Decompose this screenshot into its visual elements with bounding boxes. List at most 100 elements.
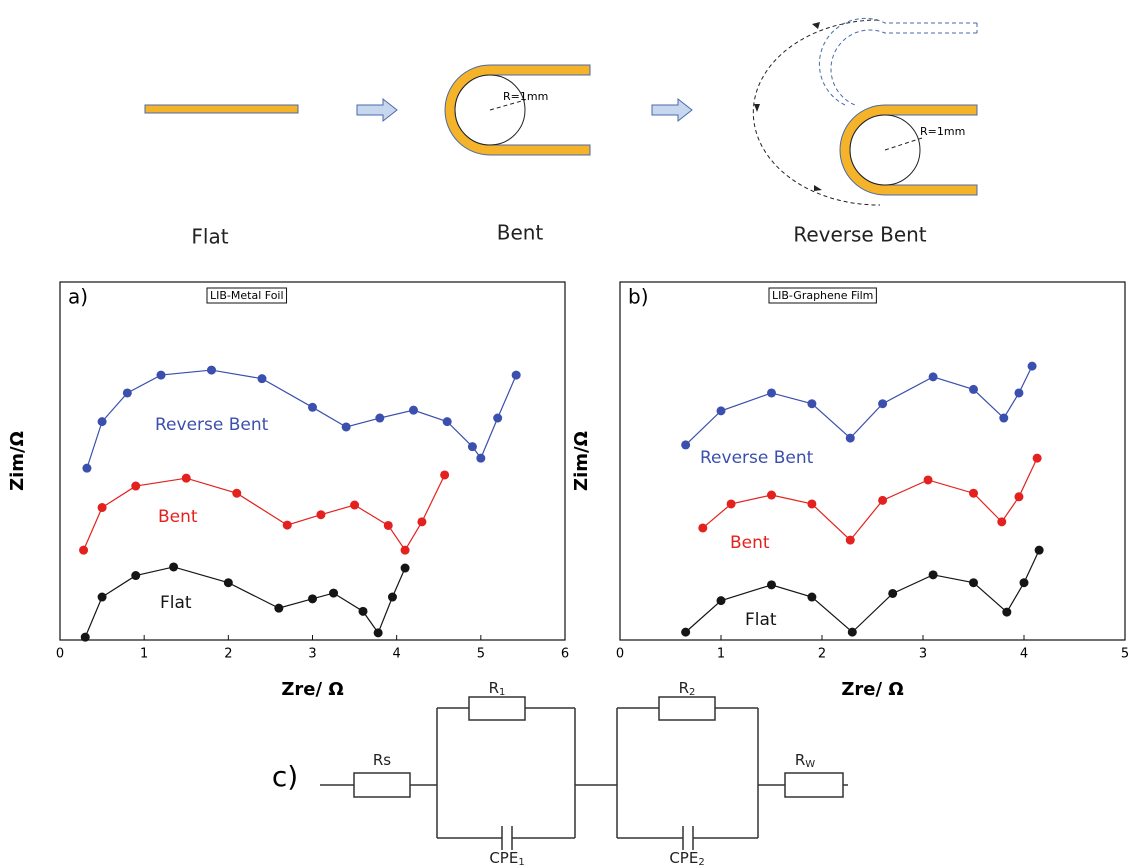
data-point [888, 588, 898, 598]
data-point [969, 384, 978, 394]
data-point [716, 406, 726, 416]
data-point [1019, 578, 1029, 588]
series-line [685, 365, 1033, 446]
data-point [156, 370, 166, 380]
state-label: Flat [191, 225, 228, 249]
data-point [131, 571, 141, 581]
data-point [845, 433, 855, 443]
data-point [767, 580, 776, 590]
y-axis-label: Zim/Ω [7, 431, 28, 491]
data-point [928, 372, 938, 382]
data-point [928, 570, 938, 580]
data-point [82, 463, 92, 473]
data-point [207, 365, 216, 375]
data-point [716, 596, 726, 606]
resistor [658, 696, 716, 721]
data-point [169, 562, 179, 572]
circuit-label: R2 [679, 679, 696, 699]
circuit-label: CPE1 [489, 849, 524, 865]
data-point [223, 578, 233, 588]
data-point [467, 442, 477, 452]
data-point [400, 563, 410, 573]
series-line [685, 549, 1040, 633]
data-point [257, 374, 267, 384]
x-tick-label: 5 [1121, 647, 1129, 662]
bend-circle [849, 114, 921, 186]
data-point [308, 594, 317, 604]
series-label: Flat [745, 610, 777, 630]
data-point [282, 520, 292, 530]
data-point [511, 370, 521, 380]
label-main: R [795, 751, 805, 769]
bending-diagram: R=1mm R=1mm Flat Bent Reverse Bent [144, 17, 978, 249]
box-frame [768, 287, 877, 304]
data-point [387, 592, 397, 602]
box-label: LIB-Graphene Film [772, 289, 873, 302]
box-label: LIB-Metal Foil [210, 289, 284, 302]
x-tick-label: 2 [818, 647, 826, 662]
data-point [1014, 388, 1024, 398]
data-point [97, 503, 107, 513]
data-point [847, 627, 857, 637]
data-point [373, 628, 383, 638]
x-tick-label: 3 [308, 647, 316, 662]
label-main: Rs [373, 751, 391, 769]
label-main: R [679, 679, 689, 697]
label-sub: W [805, 759, 815, 770]
panel-label: c) [272, 760, 298, 793]
label-sub: 1 [518, 857, 524, 865]
data-point [969, 578, 978, 588]
data-point [807, 592, 817, 602]
bent-strip [444, 64, 591, 156]
radius-label: R=1mm [920, 125, 965, 138]
data-point [969, 488, 978, 498]
series-line [702, 457, 1038, 541]
series-label: Bent [730, 533, 770, 553]
data-point [131, 481, 141, 491]
state-label: Reverse Bent [793, 223, 926, 247]
data-point [383, 520, 393, 530]
data-point [1027, 361, 1037, 371]
ghost-strip [818, 17, 978, 106]
wires [320, 707, 848, 850]
x-tick-label: 4 [1020, 647, 1028, 662]
data-point [997, 517, 1007, 527]
radius-line [884, 137, 923, 151]
circuit [320, 696, 848, 850]
label-main: CPE [669, 849, 698, 865]
circuit-label: CPE2 [669, 849, 704, 865]
x-tick-label: 1 [140, 647, 148, 662]
label-main: CPE [489, 849, 518, 865]
data-point [1014, 492, 1024, 502]
arrow [356, 97, 398, 123]
resistor [353, 772, 411, 798]
data-point [845, 535, 855, 545]
data-point [400, 545, 410, 555]
state-label: Bent [497, 221, 544, 245]
data-point [80, 632, 90, 642]
reverse-bent-strip [839, 104, 978, 196]
data-point [767, 388, 776, 398]
arc-arrowheads [754, 22, 822, 191]
data-point [878, 399, 888, 409]
x-tick-label: 0 [616, 647, 624, 662]
box-frame [206, 287, 288, 304]
flat-strip [144, 104, 299, 114]
series-line [86, 369, 517, 469]
label-sub: 2 [689, 687, 695, 698]
data-point [232, 488, 242, 498]
data-point [440, 470, 450, 480]
label-sub: 2 [698, 857, 704, 865]
x-tick-label: 0 [56, 647, 64, 662]
x-tick-label: 4 [393, 647, 401, 662]
x-axis-label: Zre/ Ω [281, 679, 343, 700]
data-point [681, 440, 691, 450]
panel-label: a) [68, 285, 88, 309]
data-point [316, 510, 326, 520]
data-point [726, 499, 736, 509]
rotation-arc [752, 19, 881, 206]
data-point [999, 413, 1009, 423]
resistor [784, 772, 844, 798]
x-tick-label: 1 [717, 647, 725, 662]
